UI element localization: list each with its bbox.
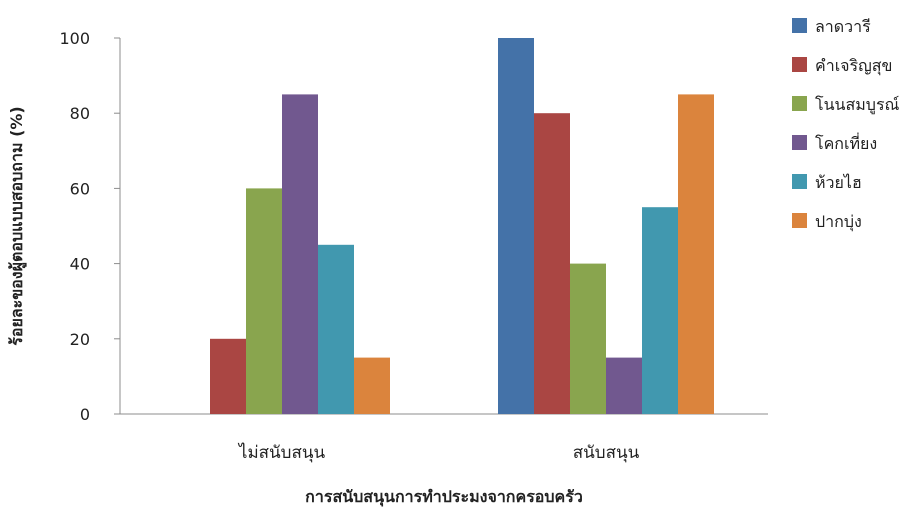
- legend-label: โนนสมบูรณ์: [815, 95, 900, 115]
- legend: ลาดวารีคำเจริญสุขโนนสมบูรณ์โคกเที่ยงห้วย…: [792, 17, 900, 232]
- bar-2-4: [606, 357, 642, 414]
- bar-2-6: [678, 94, 714, 415]
- bar-1-5: [318, 244, 354, 414]
- y-tick-label: 0: [80, 405, 90, 424]
- y-tick-label: 100: [59, 29, 90, 48]
- legend-swatch: [792, 57, 807, 72]
- legend-swatch: [792, 213, 807, 228]
- bar-2-1: [498, 38, 534, 414]
- bar-1-4: [282, 94, 318, 415]
- legend-swatch: [792, 96, 807, 111]
- bar-2-5: [642, 207, 678, 414]
- legend-swatch: [792, 18, 807, 33]
- legend-label: ลาดวารี: [815, 17, 871, 36]
- y-tick-label: 80: [70, 104, 90, 123]
- bar-1-2: [210, 338, 246, 414]
- x-category-label: ไม่สนับสนุน: [237, 442, 326, 463]
- category-labels: ไม่สนับสนุน สนับสนุน: [237, 442, 640, 463]
- legend-label: ปากบุ่ง: [815, 212, 862, 232]
- legend-label: โคกเที่ยง: [815, 132, 877, 153]
- bar-2-2: [534, 113, 570, 414]
- bars: [210, 38, 714, 415]
- bar-2-3: [570, 263, 606, 414]
- legend-swatch: [792, 135, 807, 150]
- x-category-label: สนับสนุน: [573, 443, 640, 463]
- y-axis-title: ร้อยละของผู้ตอบแบบสอบถาม (%): [7, 106, 28, 345]
- bar-1-6: [354, 357, 390, 414]
- y-tick-label: 20: [70, 330, 90, 349]
- y-tick-label: 60: [70, 179, 90, 198]
- legend-label: คำเจริญสุข: [815, 56, 892, 76]
- legend-swatch: [792, 174, 807, 189]
- x-axis-title: การสนับสนุนการทำประมงจากครอบครัว: [305, 487, 583, 507]
- y-tick-label: 40: [70, 255, 90, 274]
- legend-label: ห้วยไฮ: [815, 173, 862, 192]
- y-ticks: 0 20 40 60 80 100: [59, 29, 120, 424]
- bar-1-3: [246, 188, 282, 414]
